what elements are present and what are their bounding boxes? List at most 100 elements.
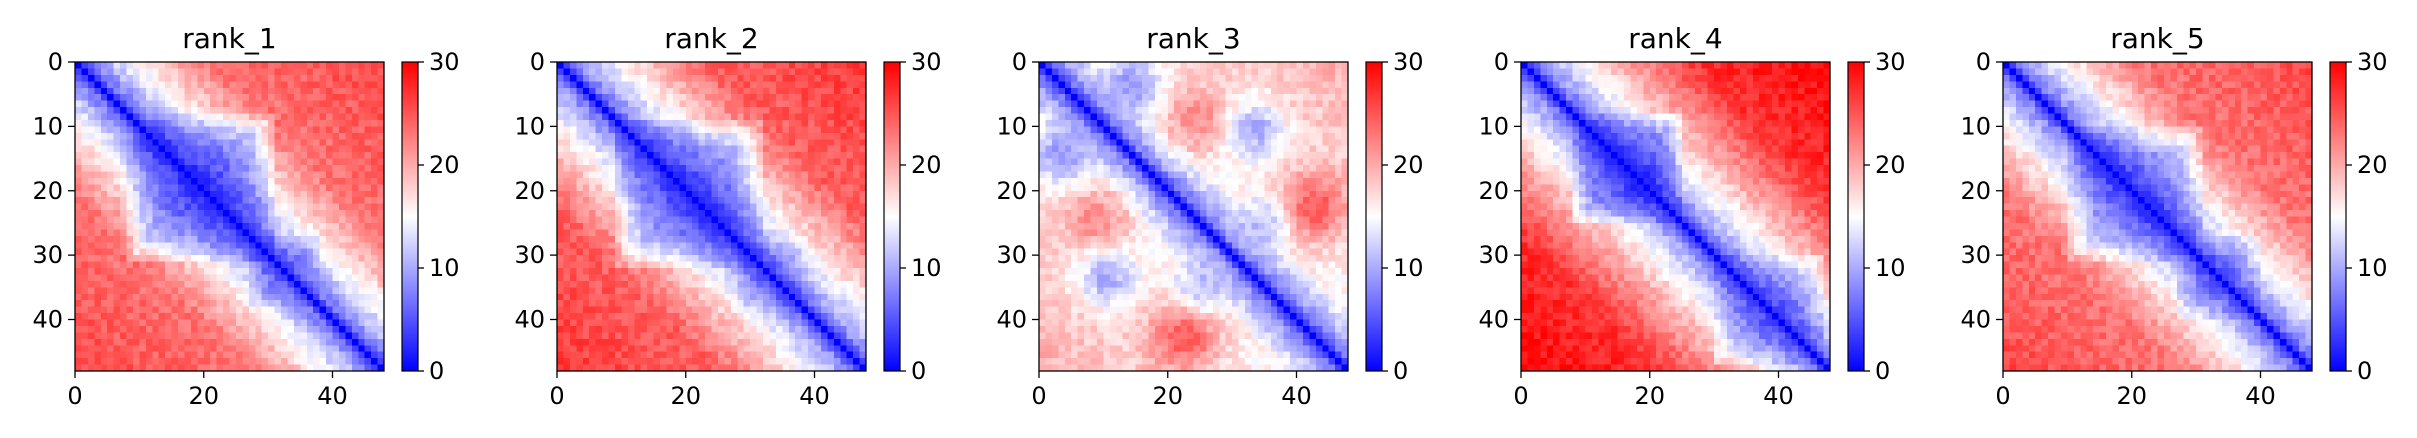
heatmap-cell (203, 190, 211, 198)
heatmap-cell (576, 145, 584, 153)
heatmap-cell (627, 119, 635, 127)
heatmap-cell (833, 119, 841, 127)
heatmap-cell (75, 203, 83, 211)
heatmap-cell (788, 222, 796, 230)
heatmap-cell (293, 216, 301, 224)
heatmap-cell (827, 338, 835, 346)
heatmap-cell (705, 287, 713, 295)
heatmap-cell (595, 268, 603, 276)
heatmap-cell (788, 126, 796, 134)
heatmap-cell (248, 203, 256, 211)
heatmap-cell (281, 235, 289, 243)
heatmap-cell (197, 139, 205, 147)
heatmap-cell (351, 287, 359, 295)
heatmap-cell (563, 132, 571, 140)
heatmap-cell (775, 364, 783, 372)
heatmap-cell (756, 165, 764, 173)
heatmap-cell (216, 293, 224, 301)
heatmap-cell (827, 300, 835, 308)
heatmap-cell (808, 132, 816, 140)
heatmap-cell (126, 358, 134, 366)
heatmap-cell (1264, 87, 1272, 95)
heatmap-cell (801, 261, 809, 269)
heatmap-cell (795, 132, 803, 140)
heatmap-cell (775, 248, 783, 256)
heatmap-cell (332, 280, 340, 288)
heatmap-cell (274, 158, 282, 166)
heatmap-cell (808, 139, 816, 147)
heatmap-cell (563, 171, 571, 179)
heatmap-cell (582, 210, 590, 218)
heatmap-cell (120, 113, 128, 121)
heatmap-cell (827, 280, 835, 288)
heatmap-cell (808, 100, 816, 108)
heatmap-cell (338, 171, 346, 179)
heatmap-cell (672, 145, 680, 153)
heatmap-cell (801, 216, 809, 224)
heatmap-cell (685, 132, 693, 140)
heatmap-cell (165, 68, 173, 76)
heatmap-cell (216, 274, 224, 282)
heatmap-cell (242, 197, 250, 205)
heatmap-cell (775, 132, 783, 140)
heatmap-cell (165, 319, 173, 327)
heatmap-cell (705, 338, 713, 346)
heatmap-cell (666, 268, 674, 276)
heatmap-cell (782, 325, 790, 333)
heatmap-cell (377, 87, 385, 95)
heatmap-cell (178, 177, 186, 185)
heatmap-cell (750, 87, 758, 95)
heatmap-cell (165, 300, 173, 308)
heatmap-cell (377, 152, 385, 160)
heatmap-cell (197, 158, 205, 166)
heatmap-cell (1135, 100, 1143, 108)
heatmap-cell (203, 229, 211, 237)
heatmap-cell (782, 100, 790, 108)
heatmap-cell (178, 119, 186, 127)
heatmap-cell (107, 364, 115, 372)
heatmap-cell (589, 351, 597, 359)
heatmap-cell (281, 313, 289, 321)
heatmap-cell (775, 68, 783, 76)
heatmap-cell (782, 332, 790, 340)
heatmap-cell (165, 325, 173, 333)
heatmap-cell (158, 229, 166, 237)
heatmap-cell (711, 358, 719, 366)
heatmap-cell (666, 351, 674, 359)
heatmap-cell (113, 358, 121, 366)
heatmap-cell (255, 171, 263, 179)
heatmap-cell (364, 100, 372, 108)
heatmap-cell (563, 351, 571, 359)
heatmap-cell (261, 100, 269, 108)
heatmap-cell (859, 74, 867, 82)
heatmap-cell (261, 325, 269, 333)
heatmap-cell (261, 255, 269, 263)
heatmap-cell (300, 184, 308, 192)
heatmap-cell (94, 184, 102, 192)
heatmap-cell (582, 177, 590, 185)
heatmap-cell (351, 190, 359, 198)
heatmap-cell (319, 216, 327, 224)
heatmap-cell (1206, 81, 1214, 89)
heatmap-cell (255, 261, 263, 269)
heatmap-cell (165, 197, 173, 205)
heatmap-cell (717, 165, 725, 173)
heatmap-cell (1135, 81, 1143, 89)
heatmap-cell (679, 126, 687, 134)
heatmap-cell (602, 255, 610, 263)
heatmap-cell (158, 325, 166, 333)
heatmap-cell (685, 171, 693, 179)
heatmap-cell (255, 197, 263, 205)
heatmap-cell (698, 338, 706, 346)
heatmap-cell (158, 119, 166, 127)
heatmap-cell (300, 203, 308, 211)
heatmap-cell (75, 358, 83, 366)
heatmap-cell (1296, 81, 1304, 89)
heatmap-cell (216, 235, 224, 243)
heatmap-cell (737, 351, 745, 359)
heatmap-cell (113, 338, 121, 346)
heatmap-cell (216, 287, 224, 295)
heatmap-cell (846, 229, 854, 237)
heatmap-cell (698, 152, 706, 160)
